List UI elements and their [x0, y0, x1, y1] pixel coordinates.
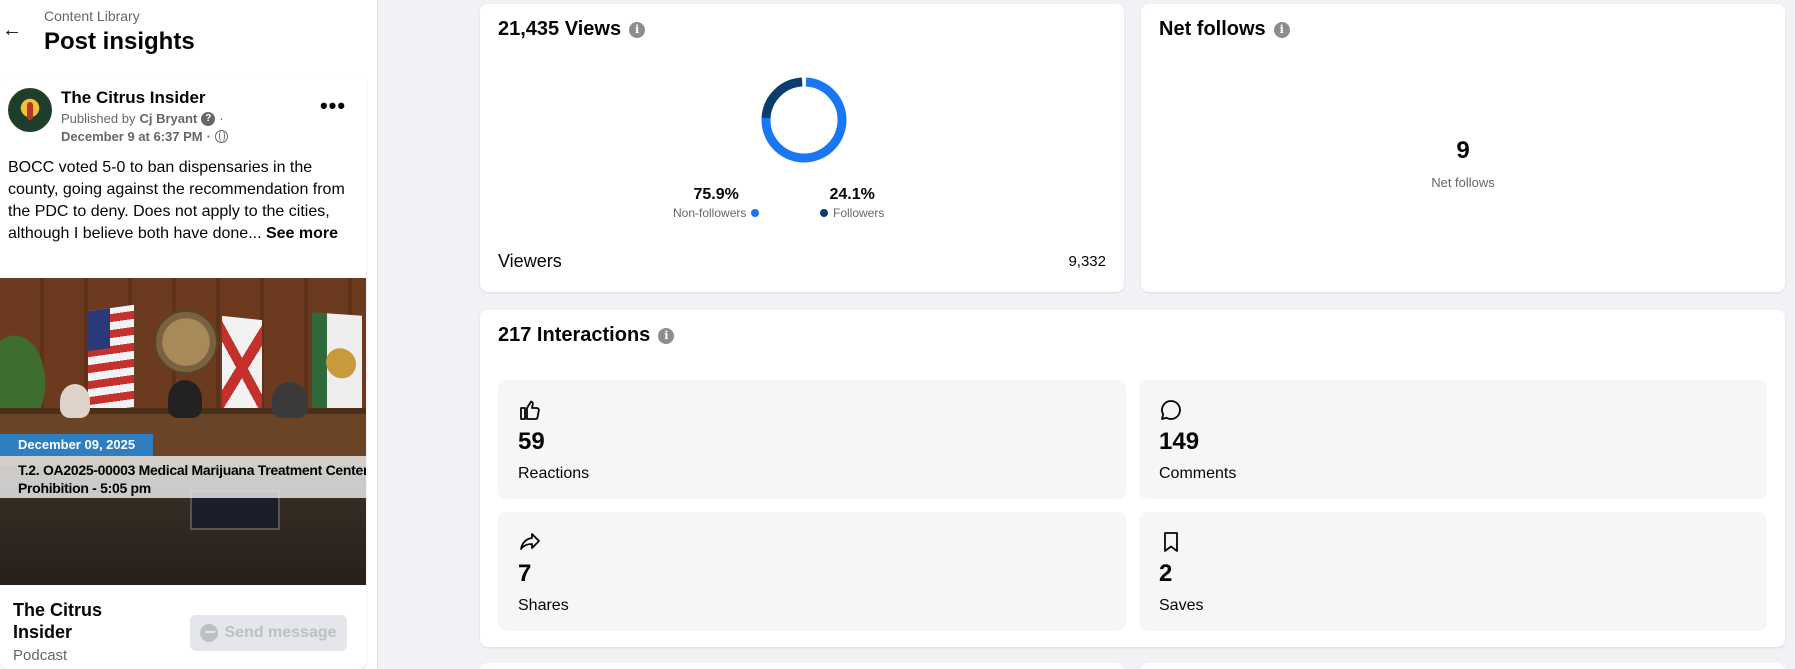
info-icon[interactable]: i: [1273, 21, 1290, 38]
commissioner: [168, 380, 202, 418]
interactions-title-text: 217 Interactions: [498, 324, 651, 346]
non-followers-label: Non-followers: [673, 206, 747, 220]
help-icon[interactable]: ?: [201, 111, 216, 126]
saves-value: 2: [1159, 560, 1173, 587]
send-message-button[interactable]: Send message: [190, 615, 347, 651]
post-text: BOCC voted 5-0 to ban dispensaries in th…: [8, 157, 358, 245]
page-name[interactable]: The Citrus Insider: [61, 88, 206, 107]
non-followers-dot: [751, 209, 760, 217]
separator: ·: [206, 129, 211, 144]
messenger-icon: [200, 624, 219, 642]
globe-icon: [214, 130, 228, 143]
shares-tile[interactable]: 7 Shares: [498, 512, 1126, 631]
viewers-label: Viewers: [498, 251, 562, 271]
legend-non-followers: 75.9% Non-followers: [673, 186, 760, 220]
published-by: Published by Cj Bryant ? ·: [61, 111, 224, 126]
net-follows-title-text: Net follows: [1159, 18, 1266, 40]
post-card: The Citrus Insider Published by Cj Bryan…: [0, 76, 366, 669]
footer-category: Podcast: [13, 647, 68, 664]
shares-label: Shares: [518, 597, 569, 614]
saves-tile[interactable]: 2 Saves: [1139, 512, 1767, 631]
send-message-label: Send message: [224, 624, 337, 641]
net-follows-label: Net follows: [1431, 175, 1495, 190]
post-body: BOCC voted 5-0 to ban dispensaries in th…: [8, 159, 345, 242]
net-follows-value: 9: [1456, 137, 1470, 164]
back-arrow-icon[interactable]: ←: [2, 18, 22, 41]
next-card: [480, 663, 1124, 669]
post-date-text[interactable]: December 9 at 6:37 PM: [61, 129, 203, 144]
post-date: December 9 at 6:37 PM ·: [61, 129, 228, 144]
comments-label: Comments: [1159, 465, 1237, 482]
footer-page-name[interactable]: The Citrus Insider: [13, 600, 103, 642]
saves-label: Saves: [1159, 597, 1204, 614]
video-caption-line: Prohibition - 5:05 pm: [18, 480, 151, 496]
info-icon[interactable]: i: [629, 21, 646, 38]
video-caption: T.2. OA2025-00003 Medical Marijuana Trea…: [0, 456, 366, 498]
reactions-tile[interactable]: 59 Reactions: [498, 380, 1126, 499]
post-panel: ← Content Library Post insights The Citr…: [0, 0, 378, 669]
donut-non-followers: [761, 77, 847, 163]
net-follows-card: Net follows i 9 Net follows: [1141, 4, 1785, 292]
legend-followers: 24.1% Followers: [820, 186, 884, 220]
reactions-label: Reactions: [518, 465, 590, 482]
shares-value: 7: [518, 560, 532, 587]
commissioner: [60, 384, 90, 418]
share-icon: [520, 533, 540, 550]
bookmark-icon: [1164, 532, 1178, 552]
video-date-banner: December 09, 2025: [0, 434, 154, 456]
views-donut-chart: [761, 77, 847, 163]
views-title: 21,435 Views i: [498, 18, 646, 41]
followers-pct: 24.1%: [829, 186, 875, 203]
commissioner: [272, 382, 308, 418]
net-follows-title: Net follows i: [1159, 18, 1290, 41]
page-title: Post insights: [44, 28, 195, 55]
followers-label: Followers: [833, 206, 885, 220]
non-followers-pct: 75.9%: [693, 186, 739, 203]
followers-dot: [820, 209, 828, 217]
video-caption-line: T.2. OA2025-00003 Medical Marijuana Trea…: [18, 462, 366, 478]
separator: ·: [219, 111, 224, 126]
video-thumbnail[interactable]: [0, 278, 366, 585]
florida-flag: [222, 315, 262, 421]
thumbs-up-icon: [520, 400, 540, 420]
interactions-card: 217 Interactions i 59 Reactions 149 Comm…: [480, 310, 1785, 647]
views-title-text: 21,435 Views: [498, 18, 622, 40]
author-name[interactable]: Cj Bryant: [139, 111, 198, 126]
county-seal: [154, 310, 218, 374]
page-avatar[interactable]: [8, 88, 52, 132]
breadcrumb[interactable]: Content Library: [44, 8, 140, 24]
comments-tile[interactable]: 149 Comments: [1139, 380, 1767, 499]
info-icon[interactable]: i: [658, 327, 675, 344]
more-options-icon[interactable]: •••: [319, 93, 347, 118]
us-flag: [88, 304, 134, 422]
see-more-link[interactable]: See more: [265, 225, 339, 242]
next-card: [1141, 663, 1785, 669]
views-card: 21,435 Views i 75.9% Non-followers 24.1%…: [480, 4, 1124, 292]
published-prefix: Published by: [61, 111, 136, 126]
viewers-value: 9,332: [1068, 253, 1106, 270]
comment-icon: [1161, 400, 1181, 420]
interactions-title: 217 Interactions i: [498, 324, 675, 347]
panel-header: ← Content Library Post insights: [0, 0, 377, 66]
comments-value: 149: [1159, 428, 1200, 455]
reactions-value: 59: [518, 428, 545, 455]
